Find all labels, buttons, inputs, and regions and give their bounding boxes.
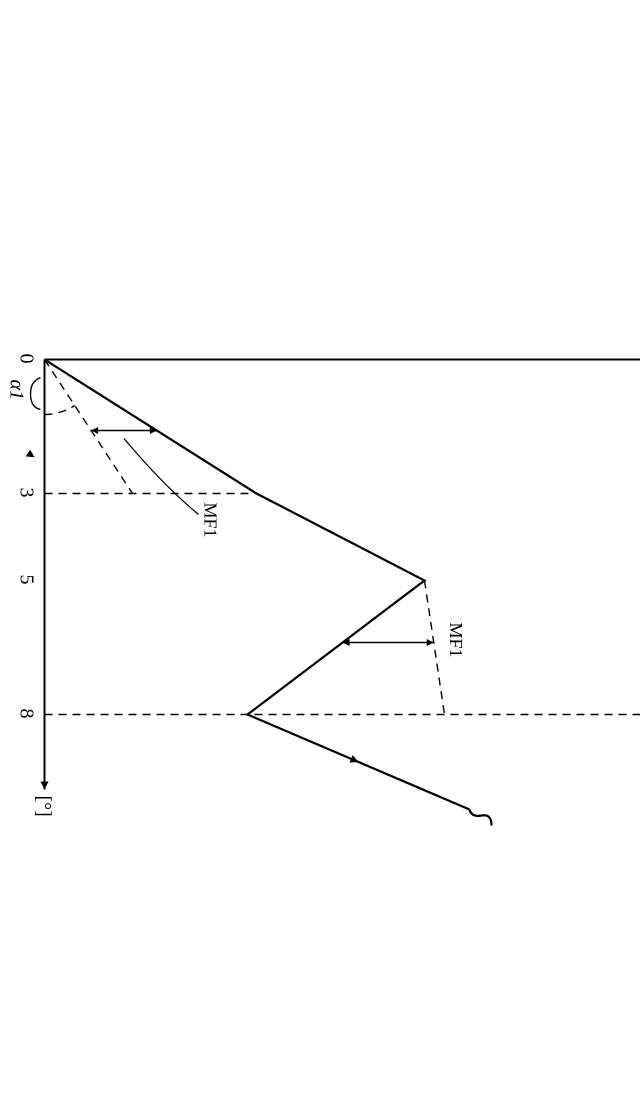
alpha1-arc [45,405,75,414]
curve-tail-squiggle [470,810,492,826]
x-tick-label: 5 [16,575,38,585]
mf1-label-lower: MF1 [201,503,221,538]
alpha1-label: α1 [6,380,28,401]
x-tick-label: 8 [16,709,38,719]
alpha1-bracket [31,378,41,410]
x-tick-label: 0 [16,354,38,364]
curve-arrow-1 [26,450,35,458]
force-curve [45,360,470,810]
dashed-line-lower [45,360,133,494]
x-axis-arrow [41,782,49,790]
x-axis-label: [°] [33,796,55,817]
mf1-label-upper: MF1 [446,623,466,658]
dashed-line-upper [425,581,445,715]
x-tick-label: 3 [16,488,38,498]
